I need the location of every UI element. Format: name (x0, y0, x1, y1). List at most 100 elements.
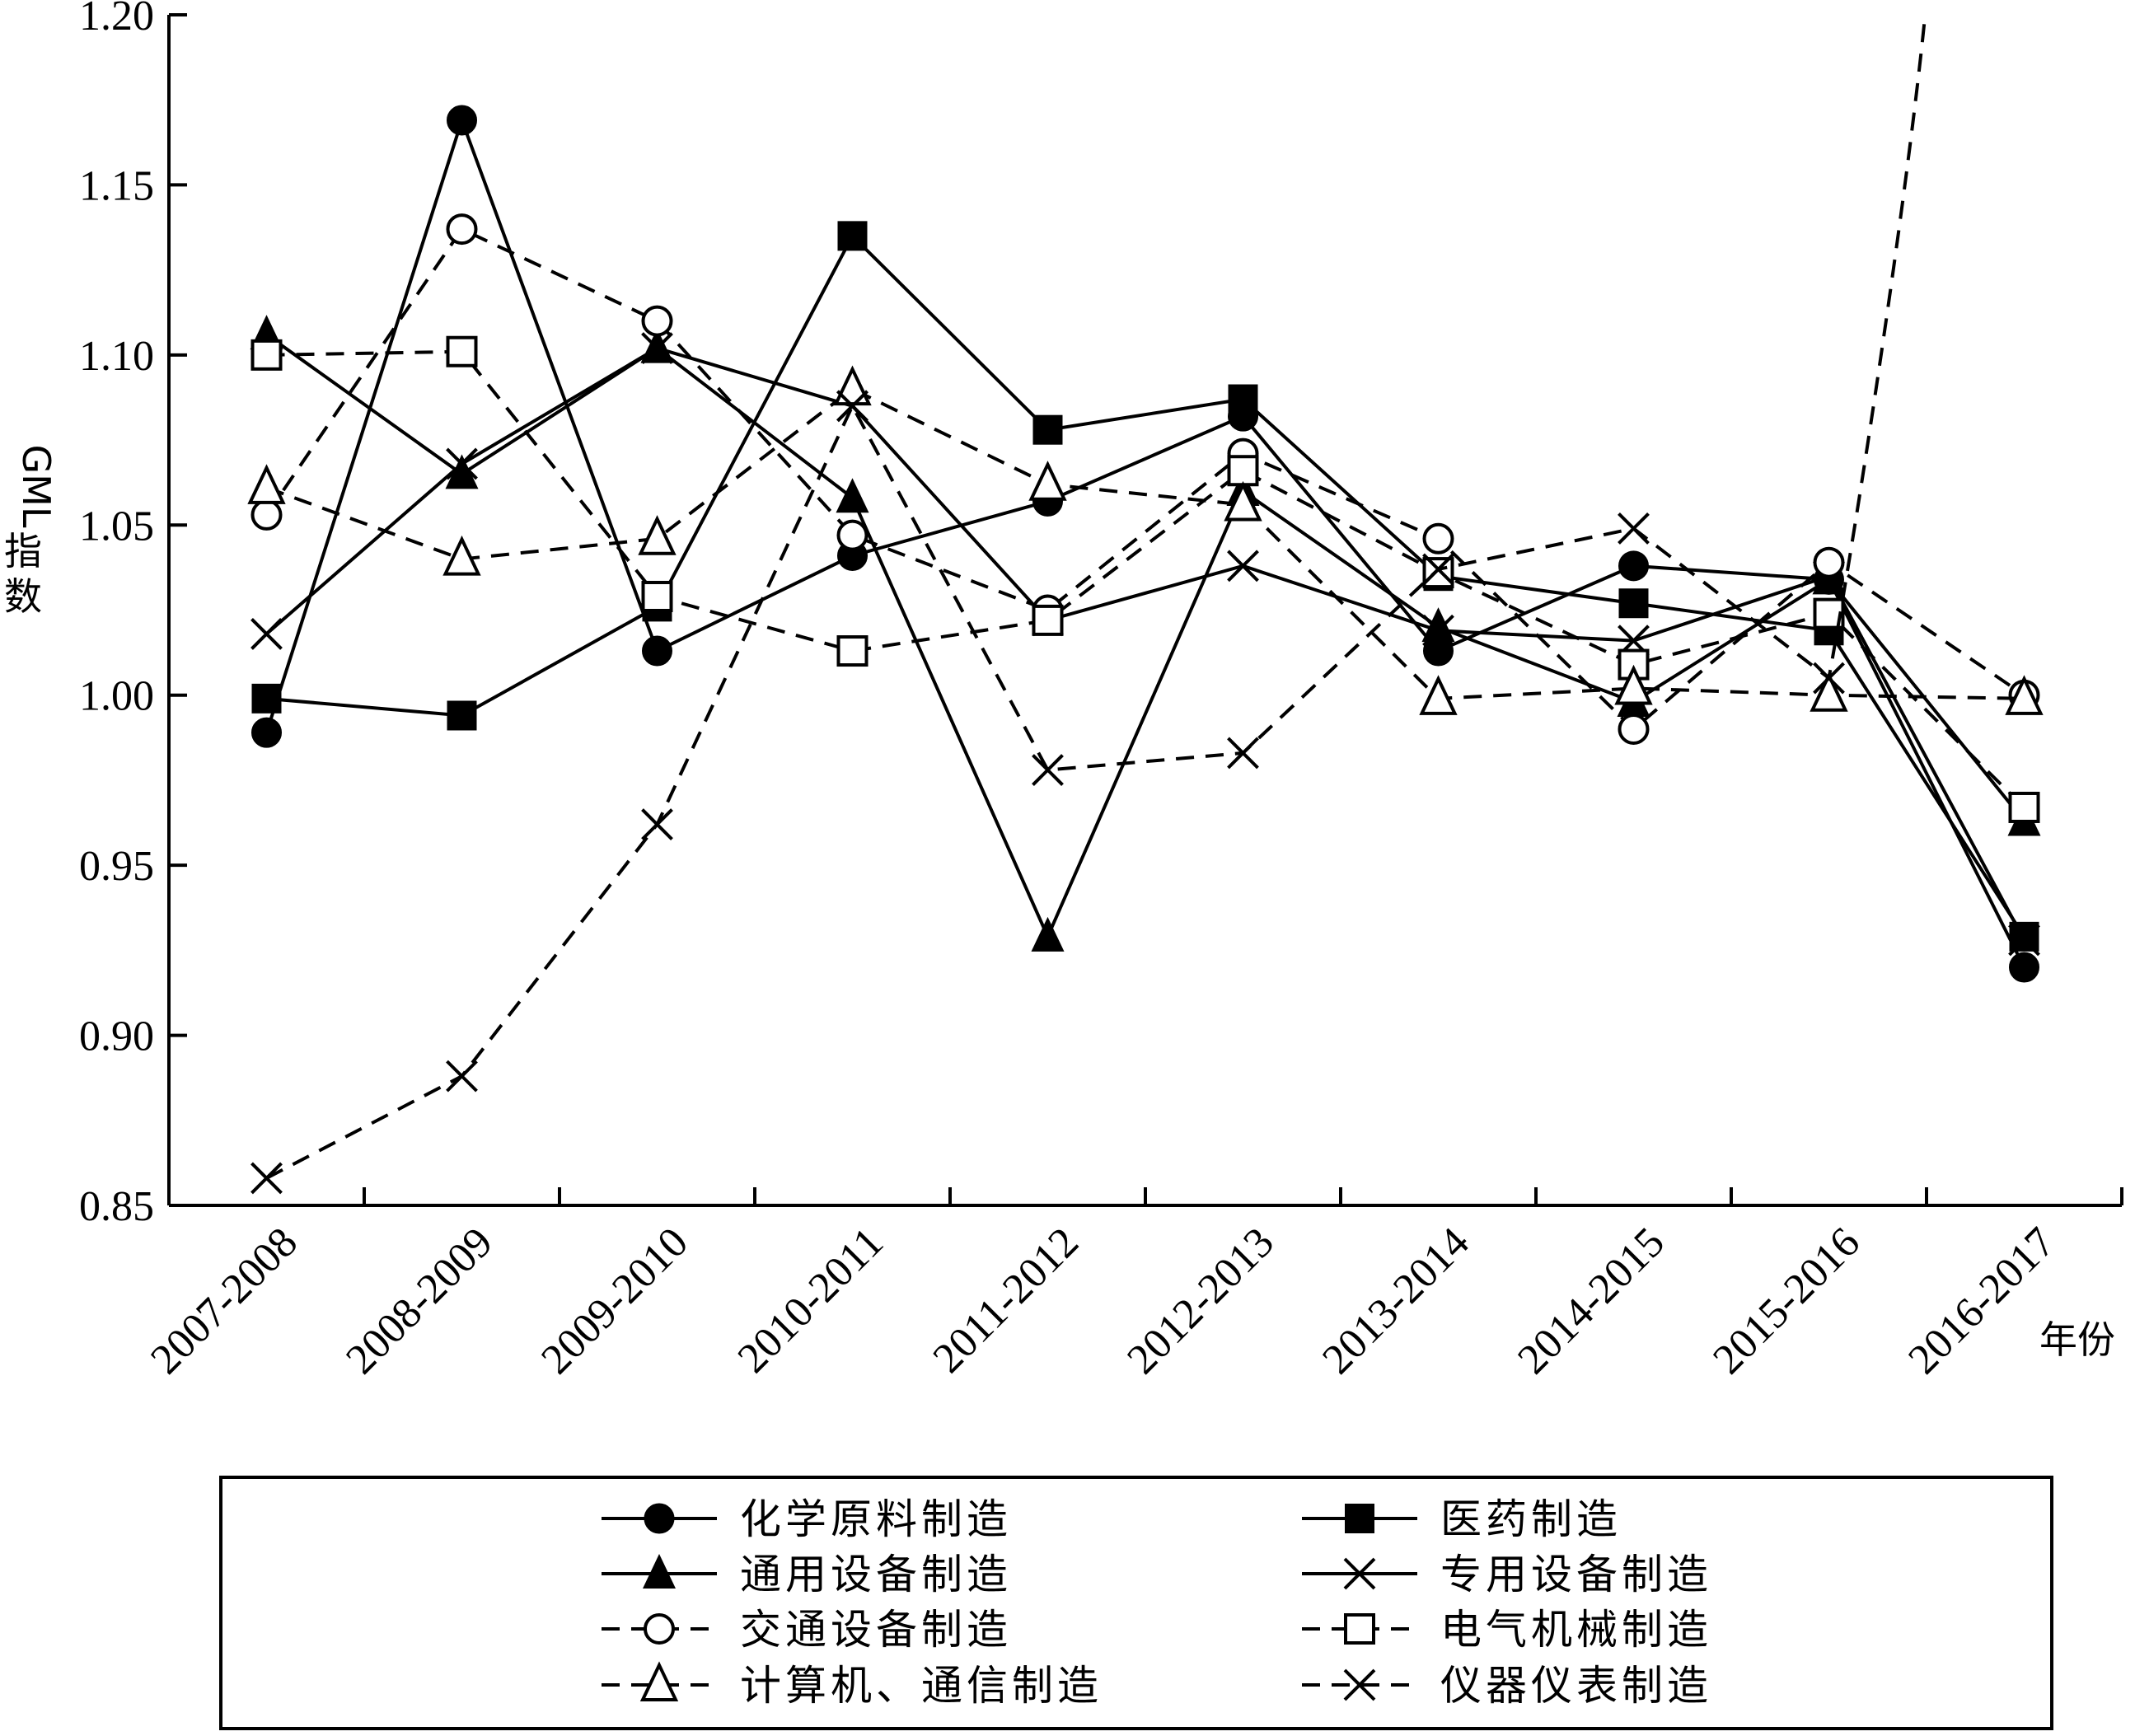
y-tick-label: 1.15 (79, 162, 154, 209)
series-point (445, 454, 479, 489)
series-point (251, 717, 282, 748)
series-point (1422, 522, 1454, 554)
legend-label: 化学原料制造 (740, 1495, 1012, 1543)
series-point (642, 635, 672, 667)
x-tick-label: 2009-2010 (532, 1219, 697, 1383)
series-point (2008, 924, 2040, 957)
legend-marker (639, 1661, 679, 1701)
series-point (1422, 553, 1454, 586)
series-point (1618, 550, 1649, 582)
legend-label: 计算机、通信制造 (740, 1662, 1103, 1710)
legend-label: 通用设备制造 (740, 1551, 1012, 1598)
series-point (641, 305, 673, 337)
y-axis-title-part2: 指 (4, 529, 42, 573)
legend-label: 仪器仪表制造 (1440, 1662, 1712, 1710)
series-point (1618, 714, 1650, 745)
series-point (2008, 791, 2040, 823)
series-line (265, 346, 2026, 941)
x-tick-label: 2015-2016 (1704, 1219, 1869, 1383)
series-point (641, 580, 673, 612)
series-point (1032, 754, 1064, 786)
series-point (1813, 662, 1845, 695)
series-point (442, 535, 481, 576)
series-point (833, 365, 872, 406)
y-tick-label: 1.10 (79, 333, 154, 380)
series-point (2005, 675, 2044, 715)
series-point (1618, 588, 1649, 619)
x-tick-label: 2010-2011 (729, 1219, 892, 1382)
series-layer (247, 12, 2044, 1195)
x-tick-label: 2011-2012 (925, 1219, 1088, 1382)
series-line (265, 386, 2025, 700)
series-point (1618, 512, 1650, 545)
y-tick-label: 0.90 (79, 1013, 154, 1060)
series-point (250, 1162, 283, 1195)
series-point (1813, 597, 1845, 629)
x-tick-label: 2012-2013 (1118, 1219, 1283, 1383)
legend-marker (644, 1613, 675, 1645)
legend-marker (643, 1554, 676, 1589)
legend-marker (1344, 1613, 1375, 1645)
series-point (1032, 414, 1063, 445)
y-axis-title-part1: GML (14, 445, 59, 528)
series-point (1227, 550, 1259, 583)
y-tick-label: 1.00 (79, 673, 154, 720)
series-point (1422, 614, 1454, 647)
x-tick-label: 2014-2015 (1509, 1219, 1674, 1383)
legend-label: 专用设备制造 (1440, 1551, 1712, 1598)
legend-marker (1343, 1557, 1376, 1590)
series-point (1227, 455, 1259, 487)
series-point (251, 683, 282, 714)
series-line (265, 115, 2026, 968)
x-tick-label: 2007-2008 (142, 1219, 307, 1383)
series-point (837, 221, 868, 251)
series-line (266, 233, 2026, 938)
series-point (1422, 557, 1454, 589)
series-point (446, 1060, 478, 1093)
series-point (2009, 952, 2039, 983)
y-axis-title-part3: 数 (4, 574, 42, 619)
x-tick-label: 2008-2009 (337, 1219, 502, 1383)
legend-marker (1343, 1668, 1376, 1701)
series-point (446, 447, 478, 480)
series-point (250, 339, 283, 371)
series-point (447, 105, 477, 136)
series-point (836, 390, 869, 423)
series-line (265, 12, 1927, 1180)
legend-box (219, 1476, 2053, 1730)
series-point (1031, 916, 1065, 952)
series-point (1810, 671, 1848, 712)
legend-marker (644, 1503, 675, 1534)
series-point (641, 332, 673, 365)
x-tick-label: 2013-2014 (1313, 1219, 1478, 1383)
y-tick-label: 1.05 (79, 503, 154, 550)
series-point (641, 808, 673, 841)
series-point (1421, 607, 1455, 643)
series-line (266, 349, 2025, 809)
series-point (1227, 737, 1259, 770)
y-tick-label: 1.20 (79, 0, 154, 40)
series-point (638, 515, 677, 555)
series-point (836, 635, 869, 667)
series-point (446, 213, 478, 246)
series-point (1614, 664, 1653, 705)
legend-label: 医药制造 (1440, 1495, 1622, 1543)
series-point (1032, 604, 1064, 636)
y-tick-label: 0.85 (79, 1183, 154, 1230)
y-tick-label: 0.95 (79, 843, 154, 890)
series-point (836, 478, 869, 513)
x-axis-title: 年份 (2039, 1317, 2115, 1362)
series-point (836, 519, 869, 551)
series-point (250, 617, 283, 650)
legend-marker (1345, 1504, 1374, 1533)
series-point (250, 498, 283, 531)
series-point (1813, 546, 1845, 578)
legend-label: 交通设备制造 (740, 1606, 1012, 1654)
series-point (247, 464, 286, 504)
series-point (446, 335, 478, 367)
series-point (1419, 675, 1458, 715)
series-point (1028, 461, 1067, 501)
series-point (1224, 480, 1262, 522)
